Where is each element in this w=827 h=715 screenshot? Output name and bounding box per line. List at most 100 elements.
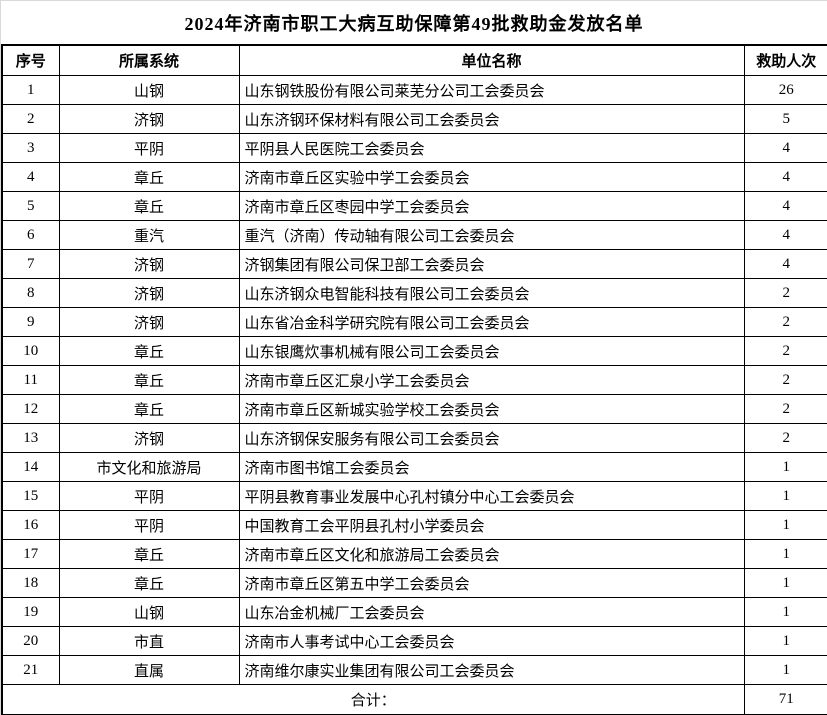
serial-cell: 17 — [1, 539, 60, 569]
header-unit-name: 单位名称 — [238, 44, 745, 76]
system-cell: 章丘 — [58, 162, 240, 192]
system-cell: 章丘 — [58, 191, 240, 221]
unit-name-cell: 山东省冶金科学研究院有限公司工会委员会 — [238, 307, 745, 337]
table-row: 18 章丘 济南市章丘区第五中学工会委员会 1 — [1, 568, 827, 598]
count-cell: 1 — [743, 481, 827, 511]
serial-cell: 21 — [1, 655, 60, 685]
count-cell: 1 — [743, 655, 827, 685]
table-row: 6 重汽 重汽（济南）传动轴有限公司工会委员会 4 — [1, 220, 827, 250]
unit-name-cell: 山东冶金机械厂工会委员会 — [238, 597, 745, 627]
table-row: 20 市直 济南市人事考试中心工会委员会 1 — [1, 626, 827, 656]
count-cell: 2 — [743, 365, 827, 395]
serial-cell: 9 — [1, 307, 60, 337]
count-cell: 4 — [743, 191, 827, 221]
unit-name-cell: 山东济钢环保材料有限公司工会委员会 — [238, 104, 745, 134]
serial-cell: 2 — [1, 104, 60, 134]
system-cell: 章丘 — [58, 539, 240, 569]
count-cell: 4 — [743, 249, 827, 279]
unit-name-cell: 山东银鹰炊事机械有限公司工会委员会 — [238, 336, 745, 366]
count-cell: 26 — [743, 75, 827, 105]
system-cell: 山钢 — [58, 75, 240, 105]
unit-name-cell: 济南市章丘区文化和旅游局工会委员会 — [238, 539, 745, 569]
table-row: 2 济钢 山东济钢环保材料有限公司工会委员会 5 — [1, 104, 827, 134]
serial-cell: 15 — [1, 481, 60, 511]
unit-name-cell: 济南市图书馆工会委员会 — [238, 452, 745, 482]
page-title: 2024年济南市职工大病互助保障第49批救助金发放名单 — [184, 13, 644, 34]
system-cell: 章丘 — [58, 568, 240, 598]
aid-distribution-table: 序号 所属系统 单位名称 救助人次 1 山钢 山东钢铁股份有限公司莱芜分公司工会委员… — [1, 44, 827, 715]
serial-cell: 5 — [1, 191, 60, 221]
system-cell: 章丘 — [58, 336, 240, 366]
system-cell: 济钢 — [58, 423, 240, 453]
table-row: 13 济钢 山东济钢保安服务有限公司工会委员会 2 — [1, 423, 827, 453]
table-row: 5 章丘 济南市章丘区枣园中学工会委员会 4 — [1, 191, 827, 221]
table-row: 12 章丘 济南市章丘区新城实验学校工会委员会 2 — [1, 394, 827, 424]
table-row: 17 章丘 济南市章丘区文化和旅游局工会委员会 1 — [1, 539, 827, 569]
system-cell: 济钢 — [58, 249, 240, 279]
table-row: 1 山钢 山东钢铁股份有限公司莱芜分公司工会委员会 26 — [1, 75, 827, 105]
header-row: 序号 所属系统 单位名称 救助人次 — [1, 44, 827, 76]
serial-cell: 7 — [1, 249, 60, 279]
system-cell: 章丘 — [58, 394, 240, 424]
count-cell: 1 — [743, 597, 827, 627]
serial-cell: 1 — [1, 75, 60, 105]
serial-cell: 10 — [1, 336, 60, 366]
serial-cell: 12 — [1, 394, 60, 424]
header-system: 所属系统 — [58, 44, 240, 76]
system-cell: 市文化和旅游局 — [58, 452, 240, 482]
table-row: 7 济钢 济钢集团有限公司保卫部工会委员会 4 — [1, 249, 827, 279]
count-cell: 1 — [743, 452, 827, 482]
serial-cell: 19 — [1, 597, 60, 627]
count-cell: 4 — [743, 220, 827, 250]
system-cell: 直属 — [58, 655, 240, 685]
serial-cell: 18 — [1, 568, 60, 598]
table-row: 9 济钢 山东省冶金科学研究院有限公司工会委员会 2 — [1, 307, 827, 337]
table-row: 16 平阴 中国教育工会平阴县孔村小学委员会 1 — [1, 510, 827, 540]
header-serial-number: 序号 — [1, 44, 60, 76]
count-cell: 4 — [743, 133, 827, 163]
table-footer: 合计： 71 — [1, 684, 827, 715]
count-cell: 5 — [743, 104, 827, 134]
table-row: 19 山钢 山东冶金机械厂工会委员会 1 — [1, 597, 827, 627]
serial-cell: 3 — [1, 133, 60, 163]
unit-name-cell: 济南市章丘区实验中学工会委员会 — [238, 162, 745, 192]
count-cell: 2 — [743, 336, 827, 366]
unit-name-cell: 平阴县人民医院工会委员会 — [238, 133, 745, 163]
table-row: 10 章丘 山东银鹰炊事机械有限公司工会委员会 2 — [1, 336, 827, 366]
unit-name-cell: 山东济钢众电智能科技有限公司工会委员会 — [238, 278, 745, 308]
table-row: 8 济钢 山东济钢众电智能科技有限公司工会委员会 2 — [1, 278, 827, 308]
header-aid-count: 救助人次 — [743, 44, 827, 76]
system-cell: 重汽 — [58, 220, 240, 250]
unit-name-cell: 山东钢铁股份有限公司莱芜分公司工会委员会 — [238, 75, 745, 105]
table-row: 21 直属 济南维尔康实业集团有限公司工会委员会 1 — [1, 655, 827, 685]
total-label: 合计： — [1, 684, 745, 715]
serial-cell: 16 — [1, 510, 60, 540]
table-row: 11 章丘 济南市章丘区汇泉小学工会委员会 2 — [1, 365, 827, 395]
count-cell: 1 — [743, 510, 827, 540]
unit-name-cell: 山东济钢保安服务有限公司工会委员会 — [238, 423, 745, 453]
count-cell: 2 — [743, 394, 827, 424]
count-cell: 1 — [743, 539, 827, 569]
table-row: 4 章丘 济南市章丘区实验中学工会委员会 4 — [1, 162, 827, 192]
system-cell: 济钢 — [58, 278, 240, 308]
serial-cell: 11 — [1, 365, 60, 395]
unit-name-cell: 济南维尔康实业集团有限公司工会委员会 — [238, 655, 745, 685]
count-cell: 4 — [743, 162, 827, 192]
count-cell: 2 — [743, 423, 827, 453]
serial-cell: 4 — [1, 162, 60, 192]
system-cell: 济钢 — [58, 104, 240, 134]
unit-name-cell: 济南市章丘区汇泉小学工会委员会 — [238, 365, 745, 395]
system-cell: 章丘 — [58, 365, 240, 395]
table-header: 序号 所属系统 单位名称 救助人次 — [1, 44, 827, 76]
count-cell: 1 — [743, 626, 827, 656]
serial-cell: 13 — [1, 423, 60, 453]
unit-name-cell: 重汽（济南）传动轴有限公司工会委员会 — [238, 220, 745, 250]
system-cell: 济钢 — [58, 307, 240, 337]
total-value: 71 — [743, 684, 827, 715]
unit-name-cell: 济南市人事考试中心工会委员会 — [238, 626, 745, 656]
table-row: 15 平阴 平阴县教育事业发展中心孔村镇分中心工会委员会 1 — [1, 481, 827, 511]
table-row: 14 市文化和旅游局 济南市图书馆工会委员会 1 — [1, 452, 827, 482]
system-cell: 平阴 — [58, 133, 240, 163]
unit-name-cell: 济南市章丘区新城实验学校工会委员会 — [238, 394, 745, 424]
